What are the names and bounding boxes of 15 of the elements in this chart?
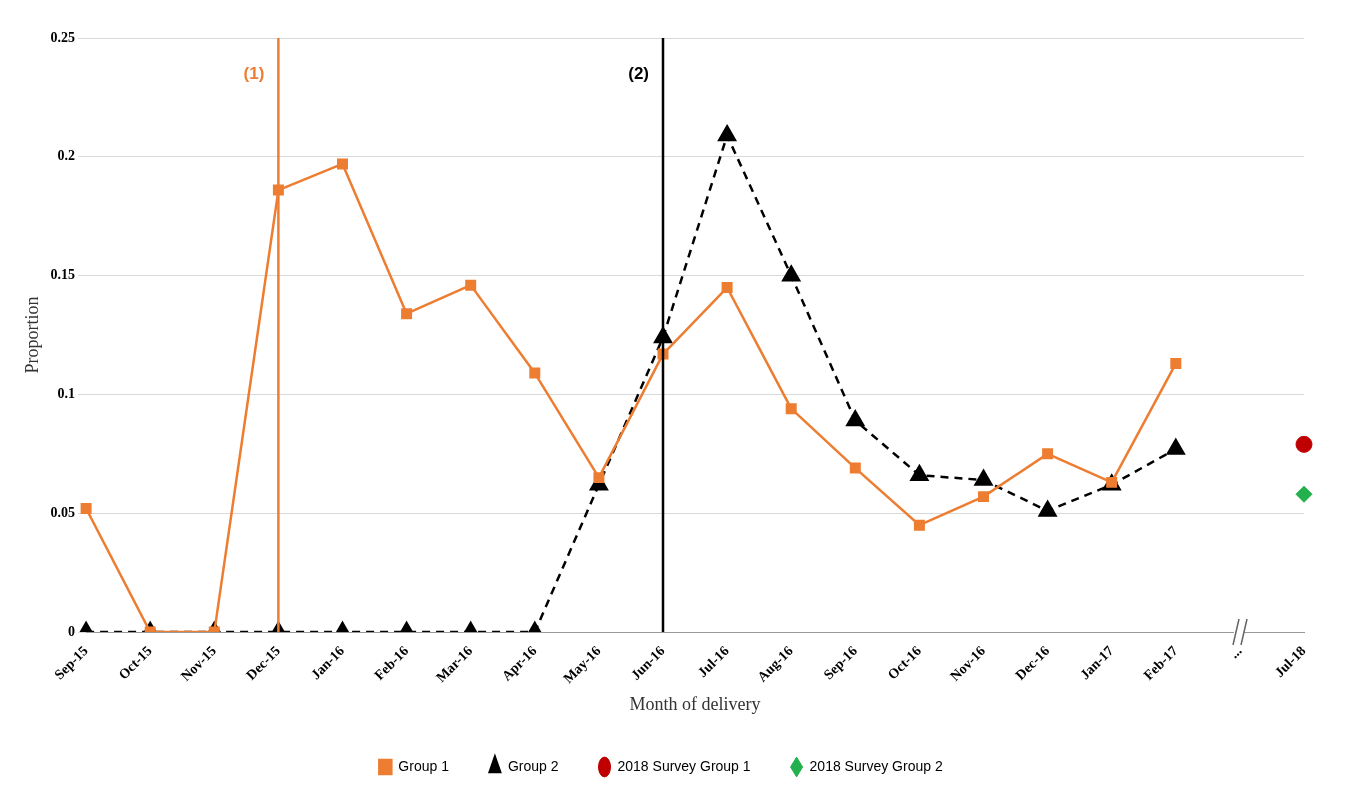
legend-label: 2018 Survey Group 1 [617, 757, 751, 774]
ref-line-label: (2) [628, 63, 649, 83]
x-tick-label: ... [1226, 643, 1245, 662]
ref-line-label: (1) [243, 63, 265, 83]
y-tick-label: 0.1 [57, 386, 76, 402]
legend-label: 2018 Survey Group 2 [809, 757, 943, 774]
y-tick-label: 0.05 [50, 504, 76, 520]
legend-label: Group 2 [507, 757, 559, 774]
x-axis-title: Month of delivery [629, 693, 761, 714]
y-axis-title: Proportion [21, 296, 42, 374]
y-tick-label: 0.25 [50, 29, 76, 45]
y-tick-label: 0 [68, 623, 76, 639]
y-tick-label: 0.2 [57, 148, 76, 164]
legend-label: Group 1 [398, 757, 450, 774]
y-tick-label: 0.15 [50, 267, 76, 283]
